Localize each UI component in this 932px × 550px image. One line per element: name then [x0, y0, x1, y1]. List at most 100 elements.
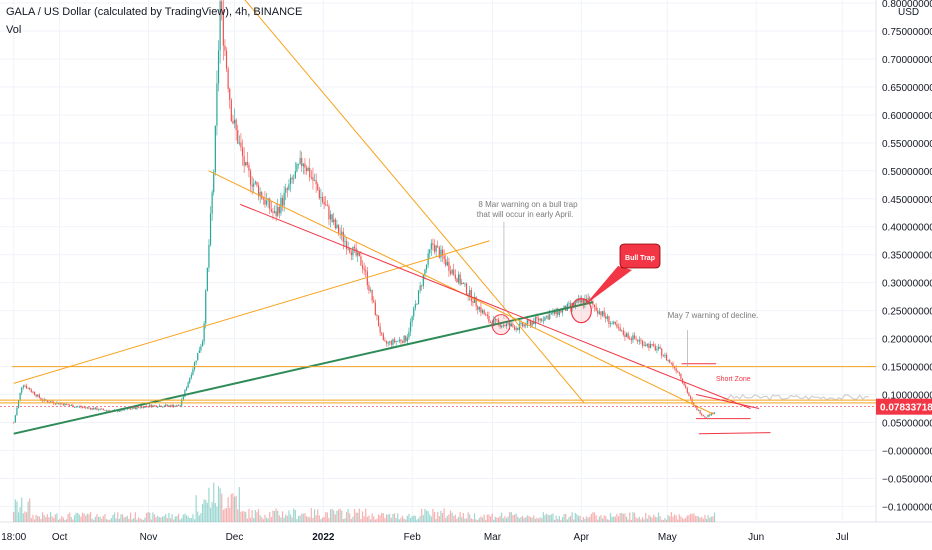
volume-bar [557, 518, 559, 522]
y-tick-label: 0.45000000 [882, 195, 932, 206]
volume-bar [443, 508, 445, 522]
volume-bar [661, 519, 663, 522]
red-target-level [698, 432, 771, 435]
candle-body [597, 310, 599, 314]
volume-bar [425, 510, 428, 522]
candle-body [54, 403, 56, 405]
volume-bar [680, 516, 682, 522]
volume-bar [589, 516, 591, 522]
candle-body [459, 274, 461, 285]
candle-body [197, 352, 199, 361]
volume-bar [377, 514, 380, 522]
volume-bar [640, 519, 642, 522]
volume-bar [518, 518, 520, 522]
volume-bar [686, 515, 688, 522]
volume-bar [256, 512, 258, 522]
candle-body [259, 192, 261, 197]
y-tick-label: 0.65000000 [882, 83, 932, 94]
volume-bar [307, 516, 309, 522]
candle-body [19, 392, 21, 401]
candle-body [29, 388, 31, 391]
volume-bar [293, 508, 295, 522]
candle-body [88, 407, 90, 409]
volume-bar [355, 512, 357, 522]
candle-body [225, 50, 228, 69]
candle-body [651, 344, 653, 345]
candle-body [241, 147, 244, 157]
candle-body [393, 339, 396, 343]
candle-body [432, 243, 434, 245]
volume-bar [430, 516, 432, 522]
candle-body [688, 392, 690, 396]
candle-body [659, 346, 661, 349]
volume-bar [673, 514, 676, 522]
candle-body [142, 406, 144, 408]
volume-bar [145, 513, 148, 522]
candle-body [355, 248, 357, 256]
volume-bar [22, 513, 24, 522]
candle-body [277, 206, 279, 216]
volume-bar [240, 511, 242, 522]
volume-bar [96, 514, 98, 522]
volume-bar [531, 517, 533, 522]
candle-body [257, 185, 260, 197]
candle-body [139, 407, 141, 409]
volume-bar [537, 518, 540, 522]
candle-body [451, 269, 453, 274]
candle-body [603, 311, 605, 317]
volume-bar [152, 512, 154, 522]
candle-body [617, 327, 620, 329]
volume-bar [446, 515, 448, 522]
volume-bar [101, 518, 103, 522]
candle-body [161, 406, 164, 408]
volume-bar [400, 517, 402, 522]
candle-body [542, 320, 544, 322]
candle-body [510, 323, 512, 327]
volume-bar [406, 515, 408, 522]
candle-body [478, 307, 480, 310]
candle-body [208, 244, 210, 268]
volume-bar [445, 517, 447, 522]
volume-bar [566, 519, 568, 522]
candle-body [600, 311, 602, 316]
volume-bar [368, 515, 370, 522]
volume-bar [13, 512, 15, 522]
candle-body [48, 401, 50, 403]
candle-body [206, 267, 208, 291]
candle-body [337, 224, 340, 234]
volume-bar [131, 519, 133, 522]
price-axis[interactable]: 0.80000000 0.75000000 0.70000000 0.65000000… [876, 0, 932, 513]
candle-body [638, 340, 640, 342]
volume-bar [501, 512, 503, 522]
candle-body [171, 404, 173, 407]
candle-body [283, 192, 285, 206]
volume-bar [153, 514, 156, 522]
volume-bar [241, 511, 244, 522]
volume-bar [568, 517, 570, 522]
candle-body [294, 171, 296, 179]
volume-bar [635, 517, 637, 522]
volume-bar [253, 518, 255, 522]
volume-bar [195, 495, 197, 522]
short-zone-label: Short Zone [716, 376, 751, 383]
volume-bar [451, 512, 453, 522]
candle-body [587, 297, 589, 303]
y-tick-label: −0.10000000 [882, 502, 932, 513]
candle-body [629, 338, 631, 340]
volume-bar [672, 516, 674, 522]
volume-bar [550, 514, 552, 522]
time-axis[interactable]: 18:00 Oct Nov Dec 2022 Feb Mar Apr May Jun Jul [1, 532, 848, 543]
candle-body [229, 88, 231, 101]
volume-bar [696, 516, 698, 522]
candle-body [254, 181, 256, 184]
candle-body [168, 405, 170, 407]
candle-body [347, 248, 349, 250]
candle-body [401, 341, 404, 343]
volume-bar [510, 512, 512, 522]
volume-bar [609, 513, 612, 522]
candle-body [358, 252, 360, 257]
candle-body [238, 142, 240, 144]
volume-bar [381, 512, 383, 522]
volume-bar [697, 516, 700, 522]
